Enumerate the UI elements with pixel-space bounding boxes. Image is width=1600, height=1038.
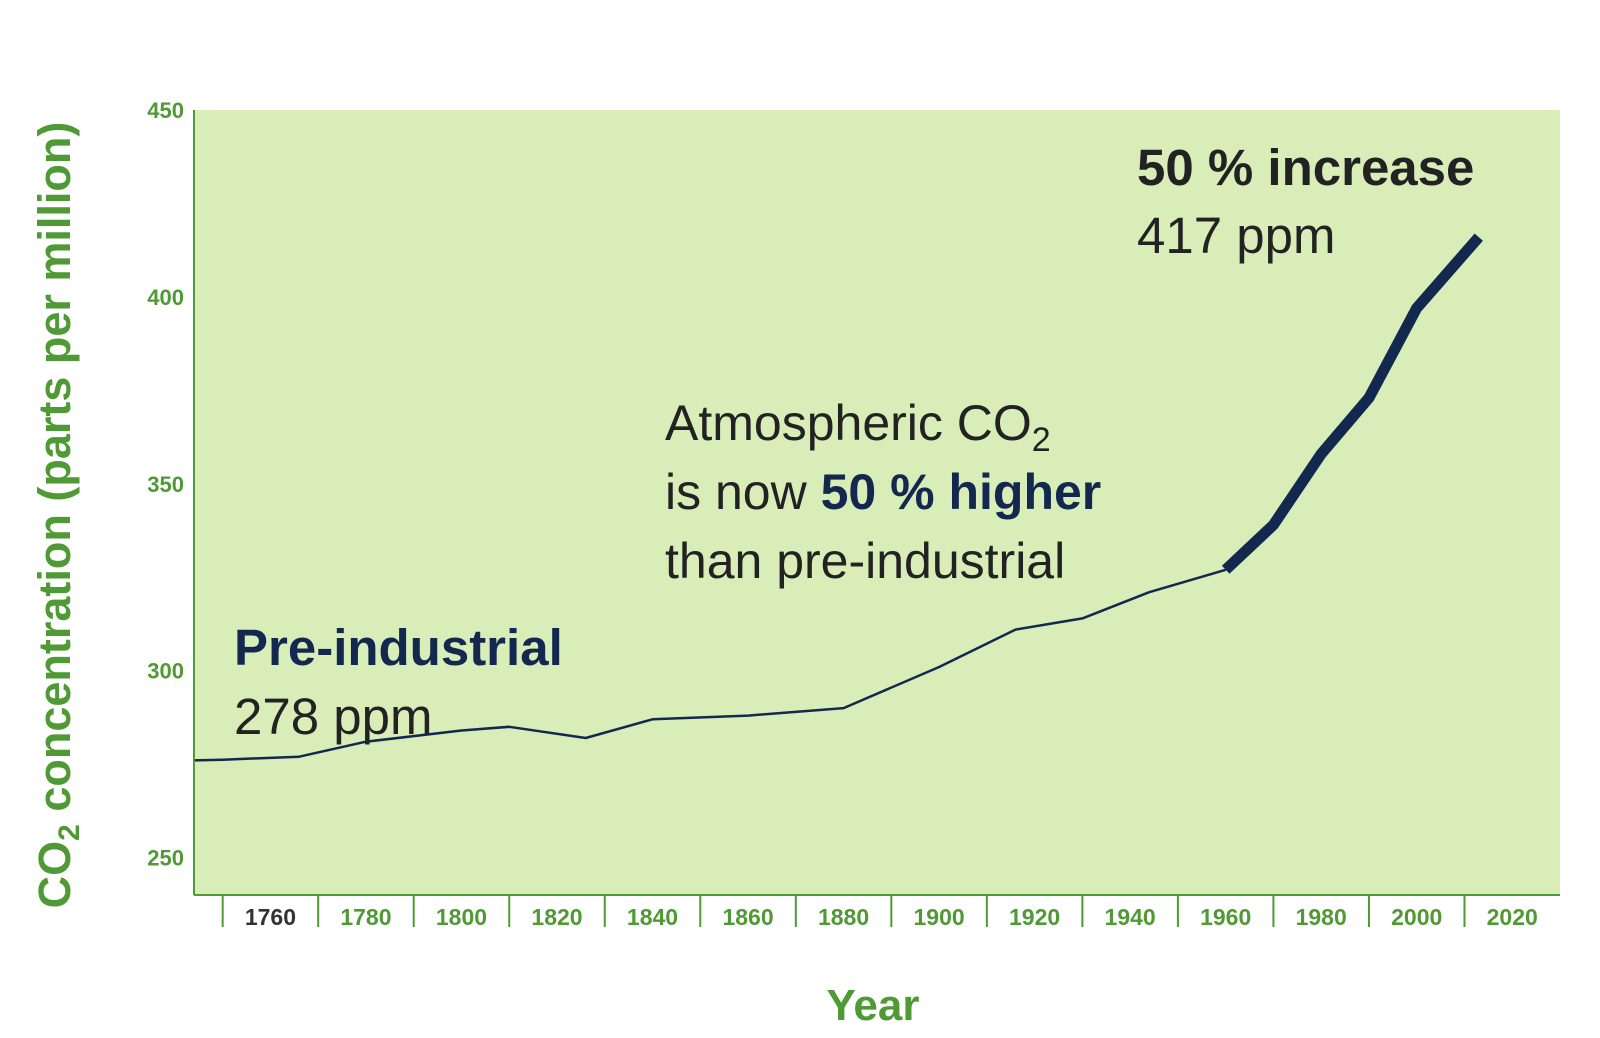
y-tick-label: 450: [147, 98, 184, 123]
series-line-modern: [1221, 233, 1483, 574]
x-tick-label: 1880: [818, 904, 869, 930]
x-tick-label: 2020: [1487, 904, 1538, 930]
x-tick-label: 1980: [1296, 904, 1347, 930]
middle-annotation-line1: Atmospheric CO2: [665, 395, 1051, 459]
x-tick-label: 1760: [245, 904, 296, 930]
preindustrial-heading: Pre-industrial: [234, 619, 563, 676]
preindustrial-value: 278 ppm: [234, 688, 432, 745]
x-tick-label: 1800: [436, 904, 487, 930]
x-tick-label: 1840: [627, 904, 678, 930]
middle-line1-subscript: 2: [1032, 421, 1051, 459]
y-tick-label: 350: [147, 472, 184, 497]
y-axis-title-subscript: 2: [53, 824, 86, 841]
middle-annotation-line3: than pre-industrial: [665, 533, 1065, 589]
x-tick-label: 1920: [1009, 904, 1060, 930]
x-tick-label: 2000: [1391, 904, 1442, 930]
middle-annotation-line2: is now 50 % higher: [665, 464, 1101, 520]
x-tick-label: 1900: [914, 904, 965, 930]
y-tick-label: 400: [147, 285, 184, 310]
plot-area: [194, 110, 1560, 895]
x-axis-title: Year: [827, 981, 920, 1030]
middle-line1-prefix: Atmospheric CO: [665, 395, 1032, 451]
x-tick-label: 1940: [1105, 904, 1156, 930]
x-tick-label: 1960: [1200, 904, 1251, 930]
y-axis-title: CO2 concentration (parts per million): [29, 122, 86, 909]
series-line-historical: [193, 568, 1227, 762]
x-tick-label: 1860: [722, 904, 773, 930]
x-axis-ticks: 1760 1780 1800 1820 1840 1860 1880 1900 1920 1940…: [221, 895, 1538, 930]
middle-line2-bold: 50 % higher: [821, 464, 1102, 520]
y-axis-title-prefix: CO: [29, 841, 80, 909]
y-axis-title-suffix: concentration (parts per million): [29, 122, 80, 825]
y-axis-ticks: 250 300 350 400 450: [147, 98, 184, 871]
increase-heading: 50 % increase: [1137, 139, 1474, 196]
increase-value: 417 ppm: [1137, 207, 1335, 264]
middle-line2-prefix: is now: [665, 464, 821, 520]
series-lines: [193, 233, 1483, 762]
x-tick-label: 1780: [340, 904, 391, 930]
y-tick-label: 250: [147, 846, 184, 871]
x-tick-label: 1820: [531, 904, 582, 930]
y-tick-label: 300: [147, 659, 184, 684]
